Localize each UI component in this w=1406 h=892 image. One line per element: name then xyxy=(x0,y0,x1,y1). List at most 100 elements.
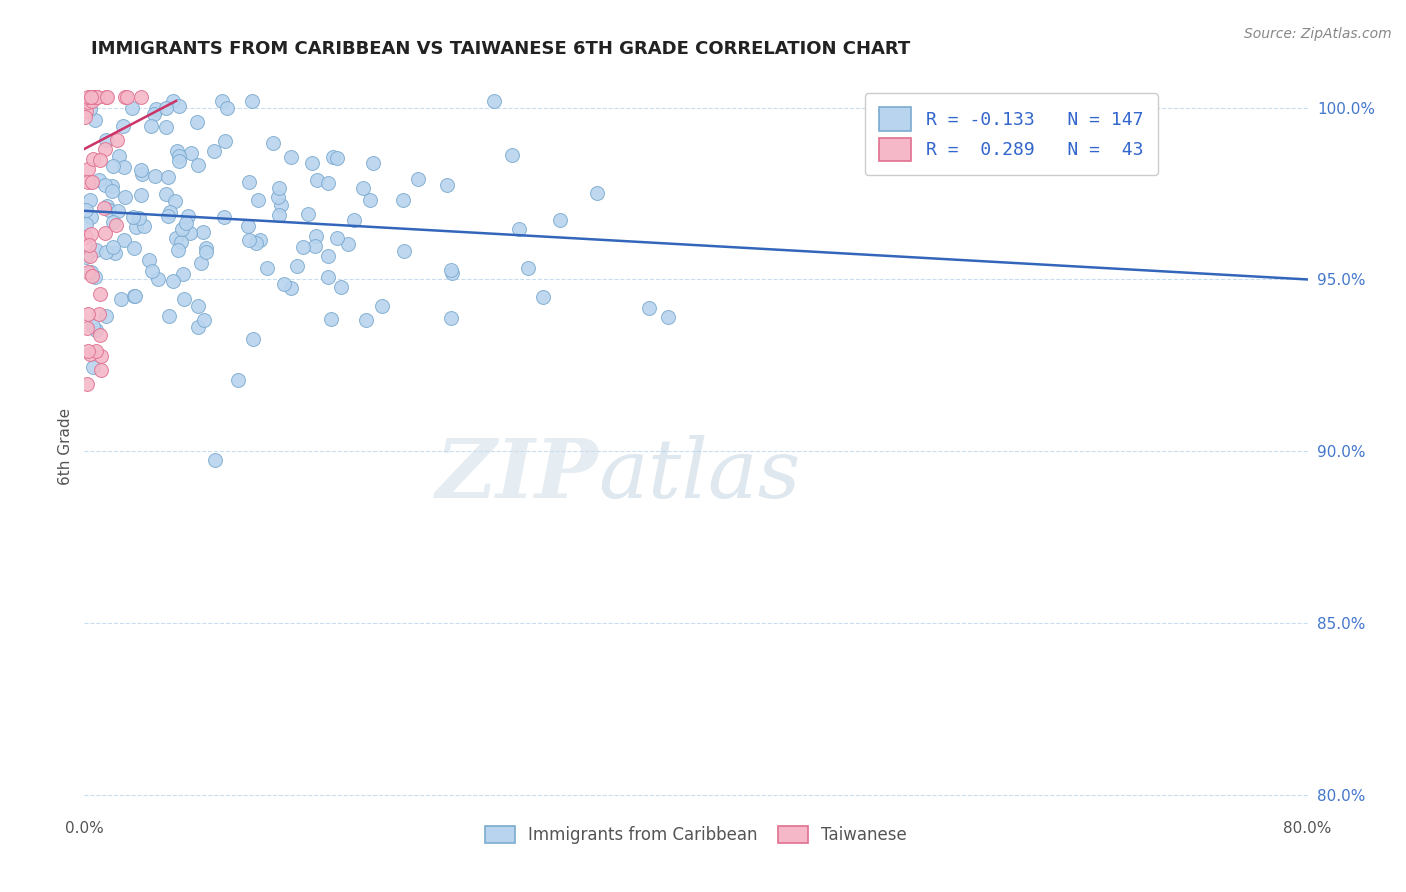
Point xyxy=(79,249,101,263)
Point xyxy=(325,151,347,165)
Point xyxy=(93,142,115,156)
Point xyxy=(291,240,314,254)
Point xyxy=(79,346,101,360)
Text: atlas: atlas xyxy=(598,435,800,516)
Point xyxy=(86,343,108,358)
Point xyxy=(122,289,145,303)
Point xyxy=(101,214,124,228)
Point xyxy=(82,152,104,166)
Point xyxy=(139,119,162,133)
Point xyxy=(240,94,263,108)
Point xyxy=(112,233,135,247)
Point xyxy=(280,280,302,294)
Point xyxy=(89,153,111,168)
Point xyxy=(352,181,374,195)
Point xyxy=(115,90,138,104)
Point xyxy=(101,240,124,254)
Point xyxy=(155,120,177,134)
Point xyxy=(162,94,184,108)
Point xyxy=(129,163,152,178)
Point xyxy=(124,288,146,302)
Point xyxy=(316,177,339,191)
Point xyxy=(122,241,145,255)
Point xyxy=(75,250,97,264)
Point xyxy=(322,150,344,164)
Point xyxy=(517,260,540,275)
Point xyxy=(96,90,118,104)
Point xyxy=(440,263,463,277)
Point xyxy=(638,301,661,316)
Point xyxy=(101,159,124,173)
Point xyxy=(508,222,530,236)
Point xyxy=(83,270,105,285)
Point xyxy=(82,318,104,333)
Point xyxy=(157,170,180,185)
Point xyxy=(93,226,115,240)
Point xyxy=(186,114,208,128)
Point xyxy=(80,94,103,108)
Point xyxy=(211,94,233,108)
Point xyxy=(194,241,217,255)
Point xyxy=(138,253,160,268)
Point xyxy=(155,186,177,201)
Point xyxy=(238,175,260,189)
Point xyxy=(329,280,352,294)
Point xyxy=(112,161,135,175)
Point xyxy=(129,90,152,104)
Point xyxy=(77,90,100,104)
Point xyxy=(75,202,97,217)
Point xyxy=(77,343,100,358)
Point xyxy=(167,148,190,162)
Point xyxy=(173,293,195,307)
Point xyxy=(105,219,128,233)
Point xyxy=(129,188,152,202)
Point xyxy=(285,259,308,273)
Point xyxy=(262,136,284,150)
Point xyxy=(245,235,267,250)
Point xyxy=(531,290,554,304)
Point xyxy=(131,168,153,182)
Point xyxy=(143,169,166,184)
Point xyxy=(193,313,215,327)
Point xyxy=(214,134,236,148)
Point xyxy=(343,212,366,227)
Point xyxy=(214,211,236,225)
Point xyxy=(169,99,191,113)
Point xyxy=(270,198,292,212)
Point xyxy=(107,203,129,218)
Point xyxy=(440,311,463,326)
Point xyxy=(89,328,111,343)
Point xyxy=(82,90,104,104)
Point xyxy=(76,377,98,392)
Point xyxy=(80,210,103,224)
Point xyxy=(101,179,124,194)
Point xyxy=(585,186,607,201)
Point xyxy=(267,208,290,222)
Point xyxy=(392,193,415,207)
Point xyxy=(90,350,112,364)
Point xyxy=(143,106,166,120)
Point xyxy=(307,173,329,187)
Point xyxy=(75,229,97,244)
Point xyxy=(267,181,290,195)
Point xyxy=(370,299,392,313)
Point xyxy=(394,244,416,258)
Point xyxy=(249,233,271,247)
Point xyxy=(202,144,225,158)
Point xyxy=(165,194,187,208)
Point xyxy=(89,287,111,301)
Point xyxy=(162,274,184,288)
Point xyxy=(336,236,359,251)
Point xyxy=(96,309,118,323)
Point xyxy=(325,231,347,245)
Point xyxy=(86,90,108,104)
Point xyxy=(122,211,145,225)
Point xyxy=(316,270,339,285)
Point xyxy=(94,244,117,259)
Point xyxy=(84,323,107,337)
Point xyxy=(226,373,249,387)
Point xyxy=(86,244,108,258)
Point xyxy=(501,148,523,162)
Point xyxy=(256,261,278,276)
Point xyxy=(187,158,209,172)
